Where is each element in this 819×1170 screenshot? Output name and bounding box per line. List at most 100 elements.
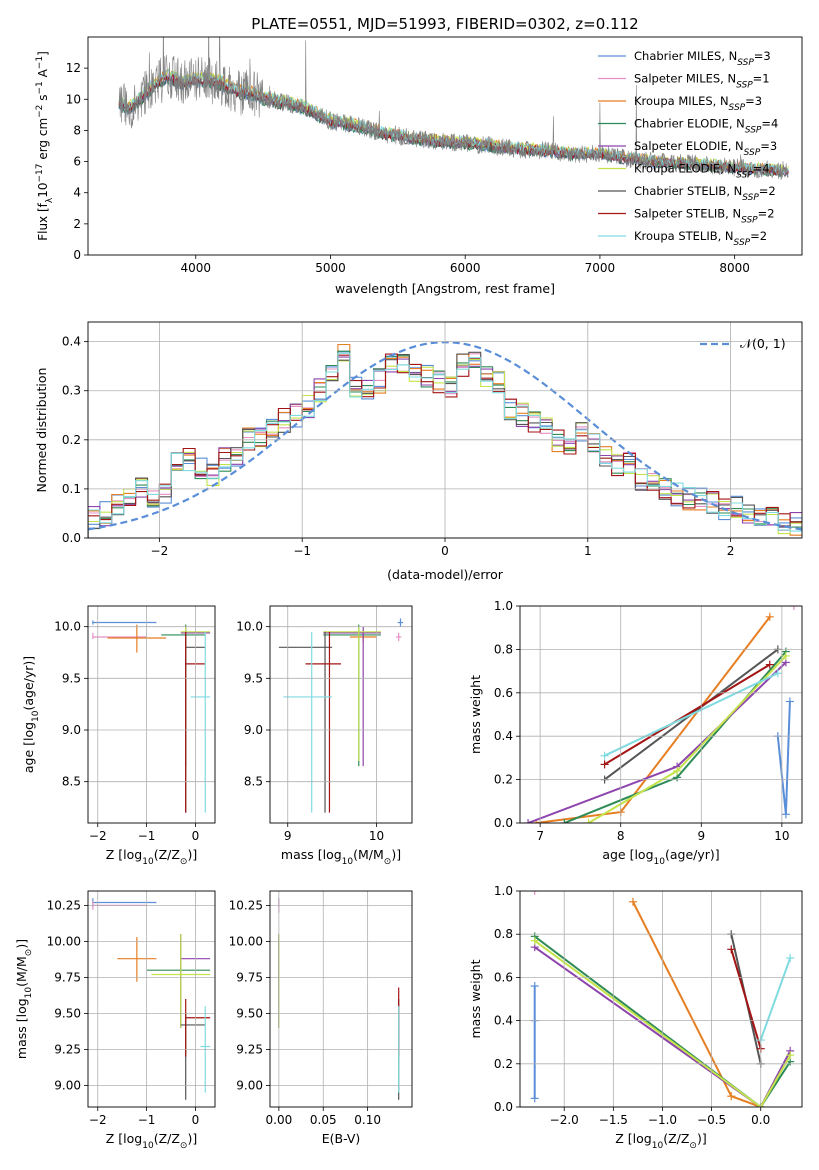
x-tick-label: −1.5: [599, 1113, 628, 1127]
x-axis-label: Z [log10(Z/Z⊙)]: [615, 1131, 706, 1151]
label-segment: Chabrier STELIB, N: [634, 184, 742, 198]
y-tick-label: 10.0: [54, 620, 81, 634]
label-segment: )]: [187, 847, 197, 862]
x-tick-label: −2: [89, 1113, 107, 1127]
label-segment: (M/M: [14, 956, 29, 987]
label-segment: s: [36, 95, 50, 105]
label-segment: 10: [652, 1141, 664, 1151]
label-segment: =2: [750, 229, 767, 243]
legend-entry: Kroupa STELIB, NSSP=2: [634, 229, 767, 248]
spectrum-panel: 4000 5000 6000 7000 8000 0 2 4 6 8 10 12 PLATE=0551,…: [35, 15, 803, 296]
y-tick-label: 0.0: [62, 531, 81, 545]
axes-frame: [87, 605, 216, 824]
x-tick-label: 7: [536, 829, 544, 843]
y-tick-label: 0.0: [494, 1100, 513, 1114]
y-tick-label: 0.3: [62, 384, 81, 398]
axes-frame: [519, 890, 803, 1108]
label-segment: ⊙: [24, 949, 34, 957]
label-segment: λ: [45, 197, 55, 203]
y-tick-label: 8.5: [62, 775, 81, 789]
y-tick-label: 4: [73, 186, 81, 200]
y-tick-label: 10.25: [229, 898, 263, 912]
label-segment: Z [log: [106, 1131, 142, 1146]
mass-weight-line: [604, 663, 771, 766]
x-tick-label: 1: [584, 544, 592, 558]
x-tick-label: −1: [293, 544, 311, 558]
label-segment: Salpeter STELIB, N: [634, 207, 741, 221]
x-tick-label: −2: [151, 544, 169, 558]
label-segment: (age/yr)]: [21, 656, 36, 711]
label-segment: Kroupa STELIB, N: [634, 229, 734, 243]
x-tick-label: 0.00: [266, 1113, 293, 1127]
label-segment: −1: [35, 81, 45, 94]
y-tick-label: 10.0: [236, 620, 263, 634]
label-segment: ⊙: [384, 857, 392, 867]
chart-title: PLATE=0551, MJD=51993, FIBERID=0302, z=0…: [251, 15, 638, 33]
y-axis-label: mass weight: [468, 959, 483, 1038]
label-segment: )]: [697, 1131, 707, 1146]
y-axis-label: Normed distribution: [34, 368, 49, 493]
y-tick-label: 0.1: [62, 482, 81, 496]
mass-weight-line: [604, 672, 779, 757]
label-segment: =3: [754, 49, 771, 63]
y-tick-label: 0.2: [494, 773, 513, 787]
x-tick-label: 9: [284, 829, 292, 843]
mass-weight-line: [527, 661, 787, 823]
plot-area: [524, 606, 798, 823]
mass-weight-line: [632, 901, 762, 1107]
label-segment: Salpeter MILES, N: [634, 72, 736, 86]
label-segment: =2: [759, 184, 776, 198]
label-segment: age [log: [602, 847, 653, 862]
residuals-panel: −2 −1 0 1 2 0.0 0.1 0.2 0.3 0.4 (data-model)/error…: [34, 321, 803, 582]
label-segment: Salpeter ELODIE, N: [634, 139, 744, 153]
y-tick-label: 0.4: [494, 1014, 513, 1028]
x-tick-label: 10: [369, 829, 384, 843]
label-segment: mass [log: [281, 847, 342, 862]
x-tick-label: 8: [617, 829, 625, 843]
mass-weight-line: [776, 701, 791, 815]
y-tick-label: 10.25: [47, 898, 81, 912]
label-segment: =3: [745, 94, 762, 108]
y-axis-label: Flux [fλ10−17 erg cm−2 s−1 A−1]: [35, 51, 55, 241]
label-segment: )]: [187, 1131, 197, 1146]
label-segment: 10: [31, 710, 41, 722]
label-segment: )]: [14, 939, 29, 949]
label-segment: Chabrier ELODIE, N: [634, 117, 745, 131]
x-axis-label: Z [log10(Z/Z⊙)]: [106, 847, 197, 867]
legend-entry: 𝒩(0, 1): [740, 336, 786, 351]
x-tick-label: 8000: [719, 261, 750, 275]
legend-entry: Chabrier MILES, NSSP=3: [634, 49, 771, 68]
y-tick-label: 9.50: [236, 1006, 263, 1020]
y-tick-label: 0.8: [494, 642, 513, 656]
x-axis-label: (data-model)/error: [387, 567, 504, 582]
y-tick-label: 10.00: [229, 934, 263, 948]
axes-frame: [519, 605, 803, 824]
y-tick-label: 0.6: [494, 970, 513, 984]
label-segment: (Z/Z: [154, 1131, 180, 1146]
mass-weight-line: [535, 616, 771, 823]
x-tick-label: −2.0: [550, 1113, 579, 1127]
legend-entry: Salpeter MILES, NSSP=1: [634, 72, 770, 91]
label-segment: −1: [35, 56, 45, 69]
x-tick-label: 0.05: [310, 1113, 337, 1127]
axes-frame: [269, 890, 413, 1108]
y-tick-label: 0.4: [62, 335, 81, 349]
y-axis-label: mass weight: [468, 675, 483, 754]
x-axis-label: wavelength [Angstrom, rest frame]: [335, 281, 555, 296]
label-segment: SSP: [745, 126, 762, 136]
y-tick-label: 9.5: [62, 671, 81, 685]
label-segment: Kroupa ELODIE, N: [634, 162, 736, 176]
x-axis-label: mass [log10(M/M⊙)]: [281, 847, 401, 867]
legend-entry: Chabrier ELODIE, NSSP=4: [634, 117, 778, 136]
plot-area: [92, 898, 211, 1100]
legend-entry: Kroupa ELODIE, NSSP=4: [634, 162, 770, 181]
label-segment: 10: [142, 1141, 154, 1151]
y-tick-label: 0.8: [494, 927, 513, 941]
label-segment: age [log: [21, 722, 36, 773]
x-tick-label: 0.10: [354, 1113, 381, 1127]
y-axis-label: mass [log10(M/M⊙)]: [14, 939, 34, 1059]
observed-spectrum-line: [118, 37, 789, 180]
mass-weight-line: [534, 946, 792, 1107]
